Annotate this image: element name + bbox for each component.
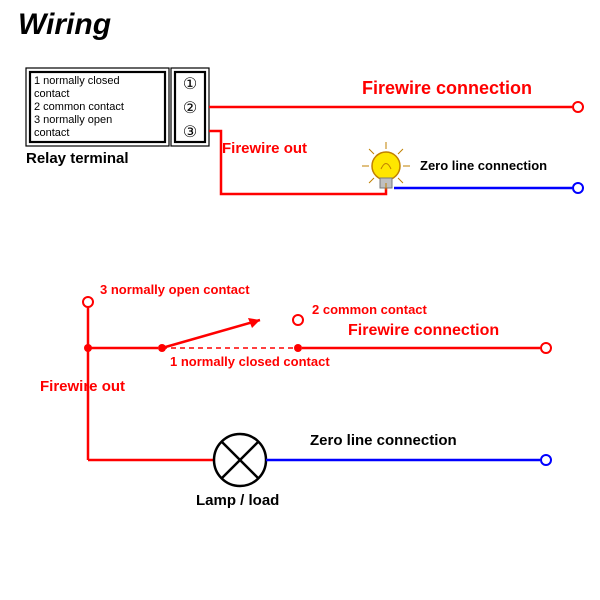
svg-text:①: ①: [183, 76, 197, 93]
wiring-diagram-svg: ① ② ③: [0, 0, 600, 600]
svg-text:②: ②: [183, 100, 197, 117]
svg-text:③: ③: [183, 124, 197, 141]
